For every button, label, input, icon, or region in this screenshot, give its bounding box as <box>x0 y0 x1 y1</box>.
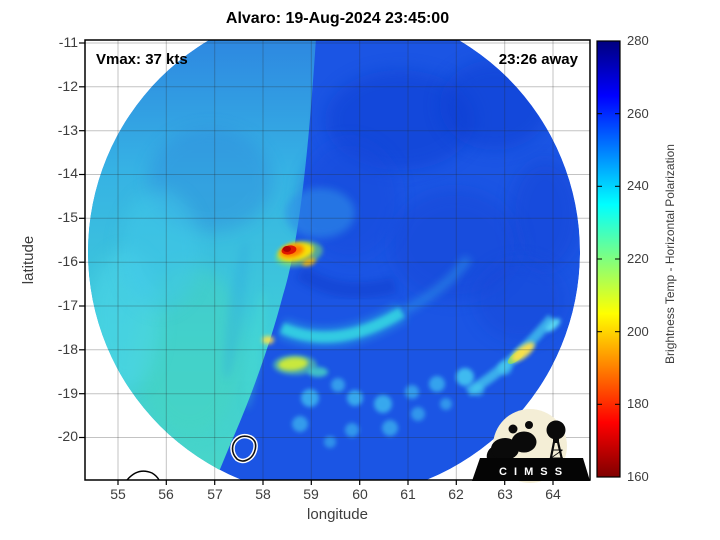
eyewall-band <box>279 307 405 343</box>
x-tick-label: 56 <box>158 486 174 502</box>
x-axis-label: longitude <box>307 506 368 523</box>
light-patch <box>285 188 355 238</box>
page-title: Alvaro: 19-Aug-2024 23:45:00 <box>225 10 450 27</box>
logo-banner <box>472 458 590 481</box>
colorbar <box>596 40 621 478</box>
x-tick-label: 64 <box>545 486 561 502</box>
y-tick-label: -17 <box>57 297 78 313</box>
x-tick-label: 57 <box>207 486 223 502</box>
vmax-annotation: Vmax: 37 kts <box>96 51 188 68</box>
yellow-green-cell <box>278 357 308 371</box>
cyan-streak <box>545 318 561 332</box>
x-tick-label: 63 <box>497 486 513 502</box>
x-tick-label: 55 <box>110 486 126 502</box>
x-tick-label: 62 <box>448 486 464 502</box>
colorbar-label: Brightness Temp - Horizontal Polarizatio… <box>663 144 677 364</box>
plot-border <box>84 39 591 481</box>
colorbar-tick-label: 160 <box>627 469 649 484</box>
y-tick-label: -20 <box>57 428 78 444</box>
hotspot-tail <box>302 257 316 267</box>
convection-hotspot <box>275 241 323 267</box>
colorbar-tick-label: 240 <box>627 178 649 193</box>
water-tower-icon <box>546 420 566 443</box>
island-contour <box>230 433 258 464</box>
texture-blob <box>120 190 200 310</box>
cimss-logo-text: C I M S S <box>498 466 565 478</box>
y-tick-label: -15 <box>57 209 78 225</box>
colorbar-tick-label: 280 <box>627 33 649 48</box>
y-tick-label: -11 <box>58 34 78 50</box>
coastline-contour <box>126 470 160 480</box>
southeast-band-yellow <box>511 342 535 362</box>
colorbar-tick-label: 180 <box>627 396 649 411</box>
x-tick-label: 60 <box>352 486 368 502</box>
cimss-logo <box>472 409 590 483</box>
axis-ticks <box>79 42 554 485</box>
colorbar-tick-label: 200 <box>627 324 649 339</box>
texture-streak <box>223 240 249 380</box>
microwave-swath <box>88 40 580 480</box>
y-tick-label: -14 <box>57 165 78 181</box>
y-tick-label: -13 <box>57 122 78 138</box>
dark-patch <box>475 260 565 340</box>
y-tick-label: -16 <box>57 253 78 269</box>
colorbar-tick-label: 220 <box>627 251 649 266</box>
y-tick-label: -19 <box>57 385 78 401</box>
y-tick-label: -18 <box>57 341 78 357</box>
map-area <box>85 40 590 480</box>
yellow-cell <box>262 336 274 344</box>
colorbar-tick-label: 260 <box>627 106 649 121</box>
x-tick-label: 61 <box>400 486 416 502</box>
colorbar-ticks-marks <box>597 113 620 405</box>
time-away-annotation: 23:26 away <box>498 51 578 68</box>
dark-patch <box>510 160 580 270</box>
x-tick-label: 58 <box>255 486 271 502</box>
hotspot-core <box>283 246 291 252</box>
texture-streak <box>244 290 266 410</box>
x-tick-label: 59 <box>303 486 319 502</box>
cyan-cell <box>308 367 328 377</box>
grid <box>85 40 590 480</box>
moat-ring <box>295 265 398 299</box>
island-outline <box>231 435 257 462</box>
inner-band <box>399 255 472 316</box>
y-tick-label: -12 <box>57 78 78 94</box>
